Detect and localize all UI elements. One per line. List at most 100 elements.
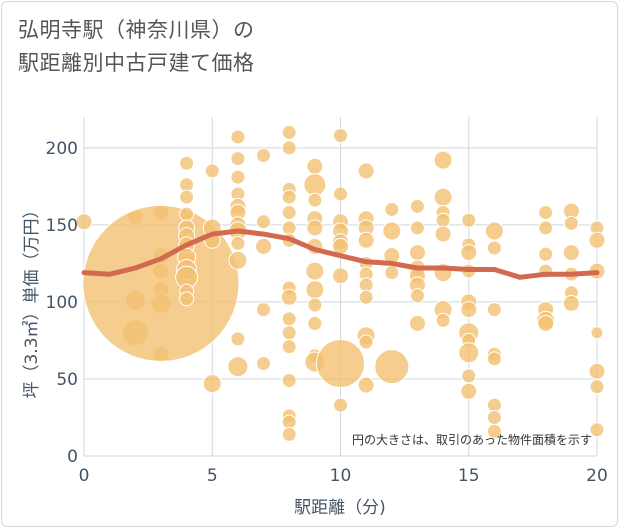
data-bubble (256, 302, 272, 318)
data-bubble (281, 311, 297, 327)
data-bubble (280, 288, 298, 306)
data-bubble (384, 201, 400, 217)
x-tick-label: 15 (458, 466, 480, 486)
data-bubble (204, 163, 220, 179)
data-bubble (333, 127, 348, 143)
x-tick-label: 20 (586, 466, 608, 486)
data-bubble (281, 205, 297, 221)
data-bubble (230, 169, 246, 185)
data-bubble (486, 240, 502, 256)
y-tick-labels: 0 50 100 150 200 (46, 139, 78, 467)
data-bubble (303, 173, 327, 197)
data-bubble (179, 206, 195, 222)
x-tick-label: 10 (330, 466, 352, 486)
data-bubble (408, 314, 426, 332)
data-bubble (435, 312, 451, 328)
data-bubble (486, 302, 502, 318)
data-bubble (305, 280, 325, 300)
data-bubble (434, 225, 452, 243)
data-bubble (230, 235, 246, 251)
data-bubble (458, 342, 480, 364)
chart-title: 弘明寺駅（神奈川県）の 駅距離別中古戸建て価格 (18, 14, 255, 80)
data-bubble (281, 189, 297, 205)
data-bubble (281, 325, 297, 341)
y-tick-label: 200 (46, 139, 78, 159)
data-bubble (588, 362, 606, 380)
data-bubble (589, 422, 605, 438)
data-bubble (358, 334, 374, 350)
data-bubble (384, 265, 400, 281)
data-bubble (75, 213, 93, 231)
data-bubble (374, 349, 410, 385)
data-bubble (538, 205, 554, 221)
chart-title-line-1: 弘明寺駅（神奈川県）の (18, 18, 255, 42)
data-bubble (590, 326, 604, 340)
data-bubble (357, 162, 375, 180)
data-bubble (486, 423, 502, 439)
data-bubble (382, 221, 402, 241)
y-tick-label: 0 (67, 447, 78, 467)
data-bubble (281, 124, 297, 140)
x-tick-labels: 0 5 10 15 20 (79, 466, 608, 486)
data-bubble (202, 374, 222, 394)
data-bubble (408, 244, 426, 262)
data-bubble (358, 289, 374, 305)
data-bubble (563, 215, 579, 231)
data-bubble (307, 315, 323, 331)
data-bubble (333, 186, 348, 202)
data-bubble (281, 140, 297, 156)
data-bubble (486, 409, 502, 425)
data-bubble (230, 331, 246, 347)
data-bubble (484, 221, 504, 241)
data-bubble (305, 261, 325, 281)
data-bubble (409, 220, 425, 236)
data-bubble (306, 219, 324, 237)
data-bubble (433, 187, 453, 207)
data-bubble (256, 214, 272, 230)
data-bubble (255, 237, 273, 255)
data-bubble (256, 356, 272, 372)
data-bubble (228, 250, 248, 270)
data-bubble (179, 189, 195, 205)
data-bubble (256, 148, 272, 164)
y-tick-label: 50 (56, 370, 78, 390)
data-bubble (306, 157, 324, 175)
data-bubble (460, 301, 478, 319)
data-bubble (435, 212, 451, 228)
data-bubble (562, 294, 580, 312)
data-bubble (588, 231, 606, 249)
data-bubble (357, 231, 375, 249)
data-bubble (281, 372, 297, 388)
data-bubble (82, 204, 240, 362)
y-tick-label: 150 (46, 216, 78, 236)
data-bubble (281, 426, 297, 442)
x-axis-title: 駅距離（分) (294, 498, 386, 518)
data-bubble (562, 244, 580, 262)
data-bubble (179, 155, 195, 171)
data-bubble (461, 212, 477, 228)
data-bubble (307, 192, 323, 208)
data-bubble (537, 314, 555, 332)
size-note: 円の大きさは、取引のあった物件面積を示す (352, 432, 592, 447)
data-bubble (307, 297, 323, 313)
data-bubble (230, 129, 246, 145)
data-bubble (461, 368, 477, 384)
bubble-series (75, 124, 606, 442)
y-axis-title: 坪（3.3㎡）単価（万円） (22, 201, 42, 398)
data-bubble (281, 339, 297, 355)
data-bubble (460, 244, 478, 262)
x-tick-label: 0 (79, 466, 90, 486)
data-bubble (486, 351, 502, 367)
y-tick-label: 100 (46, 293, 78, 313)
data-bubble (538, 220, 554, 236)
chart-title-line-2: 駅距離別中古戸建て価格 (18, 51, 255, 75)
x-tick-label: 5 (207, 466, 218, 486)
data-bubble (357, 376, 375, 394)
data-bubble (409, 198, 425, 214)
data-bubble (433, 150, 453, 170)
data-bubble (409, 288, 425, 304)
data-bubble (179, 291, 195, 307)
data-bubble (332, 267, 349, 285)
trend-line (81, 228, 600, 280)
